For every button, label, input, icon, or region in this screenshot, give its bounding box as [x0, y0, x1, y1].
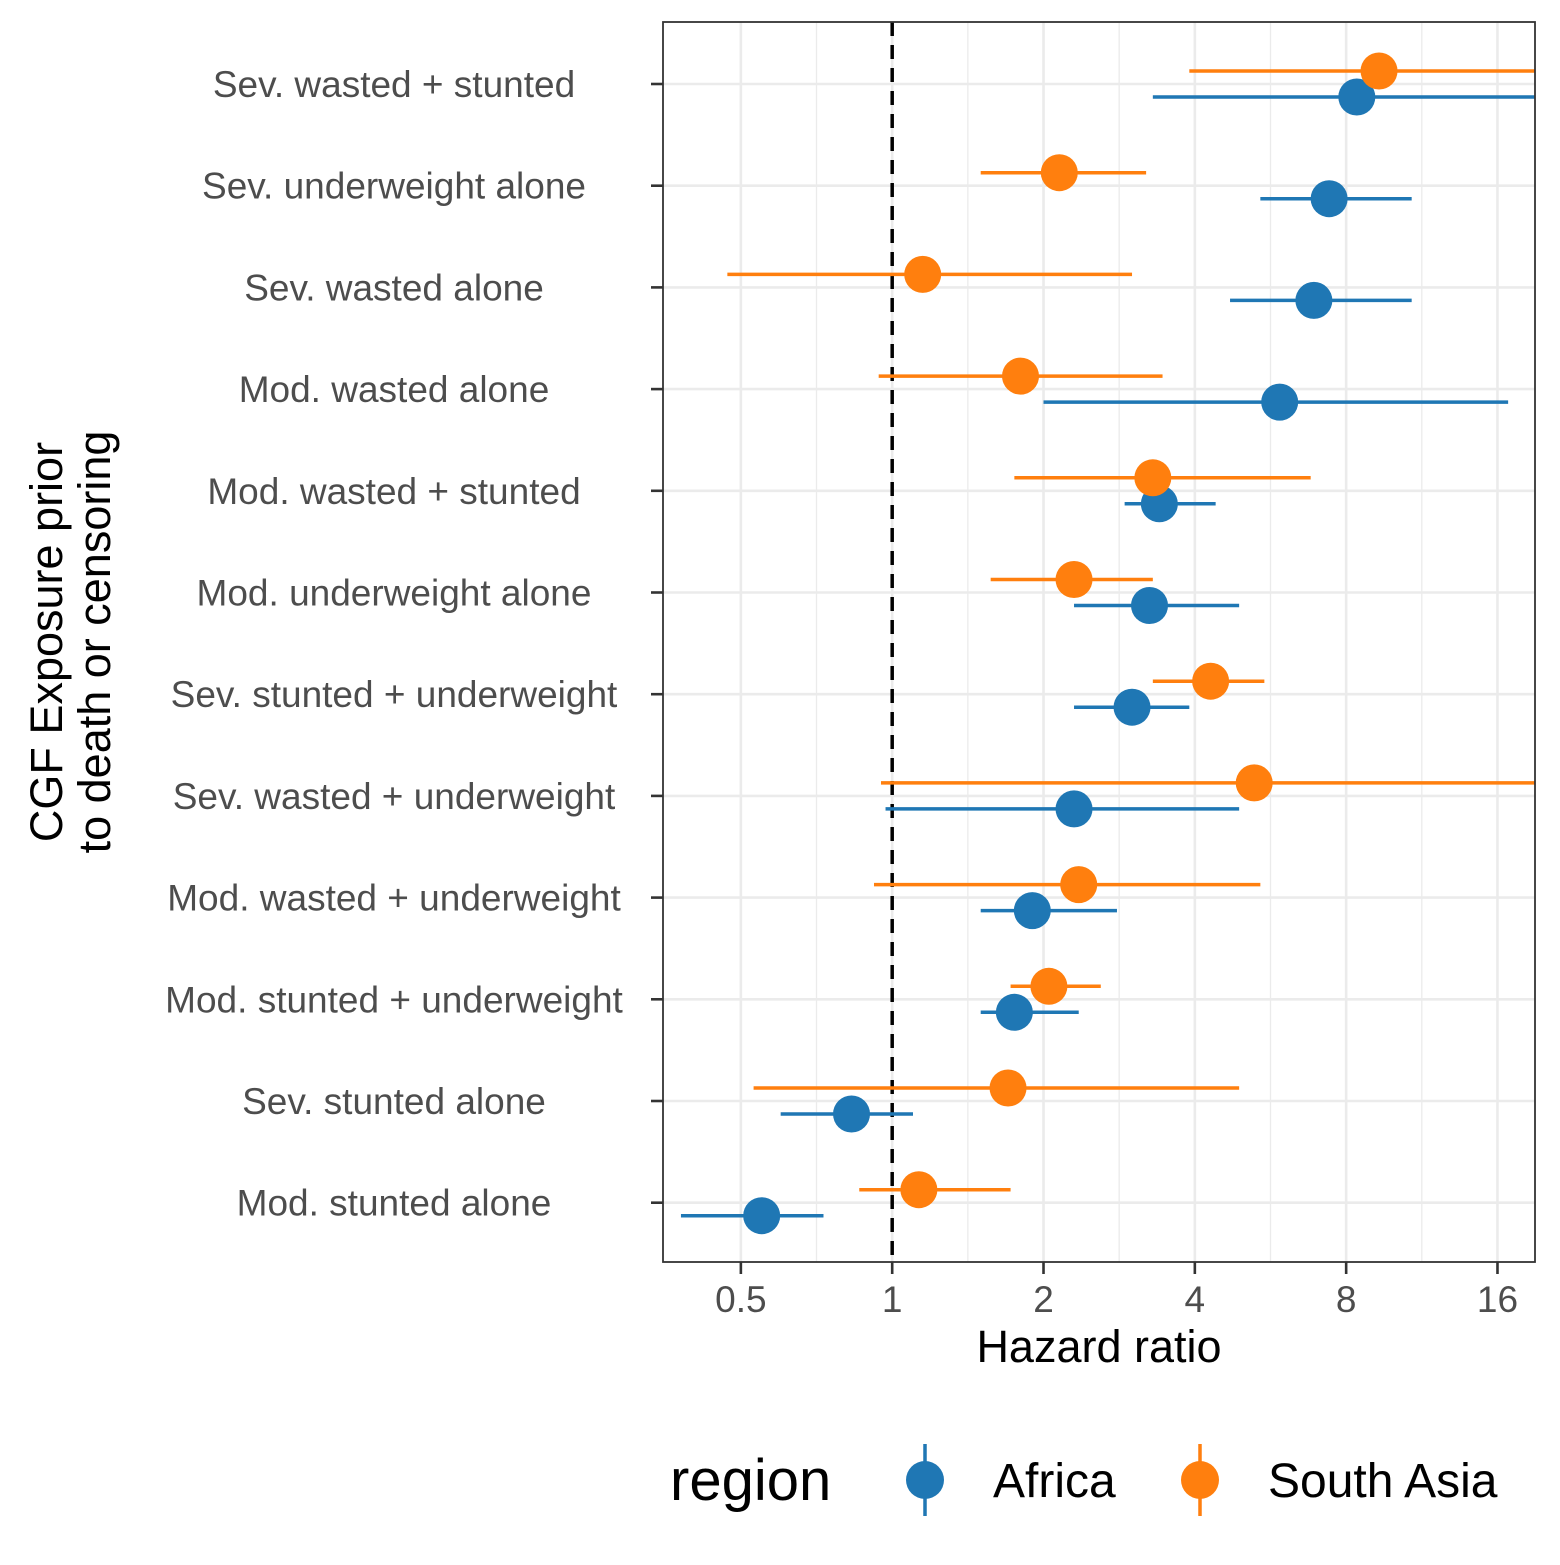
data-point — [1055, 561, 1093, 598]
y-axis-title: CGF Exposure priorto death or censoring — [21, 431, 120, 854]
y-axis-title-line: to death or censoring — [69, 431, 120, 854]
y-tick-label: Sev. wasted + stunted — [213, 64, 575, 105]
y-tick-label: Sev. wasted alone — [244, 267, 544, 308]
legend-label: South Asia — [1268, 1455, 1498, 1508]
legend-label: Africa — [993, 1455, 1116, 1508]
y-tick-label: Mod. stunted alone — [237, 1183, 552, 1224]
data-point — [743, 1197, 781, 1235]
data-point — [1013, 892, 1051, 930]
data-point — [1002, 357, 1040, 395]
data-point — [1060, 866, 1098, 904]
data-point — [904, 255, 942, 293]
panel-border — [662, 21, 1536, 1263]
x-tick-label: 2 — [1033, 1279, 1054, 1320]
legend-title: region — [670, 1448, 831, 1513]
x-tick-label: 1 — [882, 1279, 903, 1320]
data-point — [1295, 281, 1333, 319]
legend-key-point — [906, 1461, 944, 1499]
data-point — [989, 1069, 1027, 1107]
data-point — [1310, 180, 1348, 218]
y-tick-label: Mod. stunted + underweight — [165, 979, 623, 1020]
y-tick-label: Sev. wasted + underweight — [173, 776, 616, 817]
y-tick-label: Sev. stunted alone — [242, 1081, 546, 1122]
data-point — [833, 1095, 871, 1133]
x-tick-label: 16 — [1477, 1279, 1518, 1320]
data-point — [1113, 688, 1151, 726]
data-point — [1235, 764, 1273, 802]
y-tick-label: Mod. wasted alone — [239, 369, 550, 410]
y-axis-title-line: CGF Exposure prior — [21, 442, 72, 842]
y-tick-label: Sev. underweight alone — [202, 166, 586, 207]
y-tick-label: Mod. underweight alone — [197, 573, 592, 614]
plot-panel — [663, 22, 1535, 1262]
x-tick-label: 8 — [1336, 1279, 1357, 1320]
data-point — [995, 993, 1033, 1031]
x-axis-title: Hazard ratio — [976, 1321, 1221, 1372]
data-point — [900, 1171, 938, 1209]
x-tick-label: 4 — [1185, 1279, 1206, 1320]
data-point — [1134, 459, 1172, 497]
data-point — [1030, 967, 1068, 1005]
data-point — [1055, 790, 1093, 828]
y-tick-label: Sev. stunted + underweight — [171, 674, 618, 715]
data-point — [1360, 52, 1398, 90]
y-tick-label: Mod. wasted + underweight — [167, 878, 621, 919]
data-point — [1338, 78, 1376, 116]
legend-key-point — [1181, 1461, 1219, 1499]
y-tick-label: Mod. wasted + stunted — [207, 471, 580, 512]
data-point — [1131, 587, 1169, 624]
data-point — [1192, 662, 1230, 700]
data-point — [1040, 154, 1078, 192]
data-point — [1261, 383, 1299, 421]
x-tick-label: 0.5 — [715, 1279, 766, 1320]
